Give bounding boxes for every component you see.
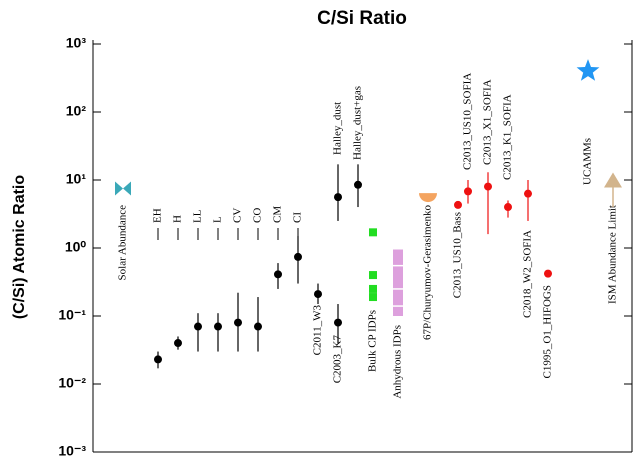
point bbox=[484, 182, 492, 191]
y-tick-label: 10¹ bbox=[66, 171, 87, 187]
y-axis-label: (C/Si) Atomic Ratio bbox=[11, 175, 28, 320]
range-bar bbox=[393, 249, 403, 316]
point-label: UCAMMs bbox=[582, 138, 594, 185]
point bbox=[369, 293, 377, 302]
point-label: Anhydrous IDPs bbox=[392, 325, 404, 399]
y-tick-label: 10⁻² bbox=[58, 375, 86, 391]
point bbox=[194, 322, 202, 331]
point bbox=[314, 290, 322, 299]
point-label: Solar Abundance bbox=[117, 205, 129, 281]
point bbox=[544, 269, 552, 278]
point bbox=[254, 322, 262, 331]
y-tick-label: 10⁻³ bbox=[58, 443, 86, 459]
point bbox=[154, 355, 162, 364]
point bbox=[369, 228, 377, 237]
point-label: C2013_US10_SOFIA bbox=[462, 73, 474, 170]
point-label: CO bbox=[252, 208, 264, 223]
point bbox=[576, 59, 600, 81]
point bbox=[174, 339, 182, 348]
point bbox=[604, 172, 622, 188]
point bbox=[369, 271, 377, 280]
point bbox=[454, 200, 462, 209]
point-label: H bbox=[172, 215, 184, 223]
point-label: CI bbox=[292, 212, 304, 223]
point-label: CM bbox=[272, 206, 284, 223]
point bbox=[369, 284, 377, 293]
y-tick-label: 10⁻¹ bbox=[58, 307, 86, 323]
y-tick-label: 10³ bbox=[66, 35, 87, 51]
point-label: C2011_W3 bbox=[312, 305, 324, 356]
y-tick-label: 10² bbox=[66, 103, 87, 119]
point-label: C2003_K7 bbox=[332, 335, 344, 384]
point bbox=[115, 181, 131, 196]
point bbox=[274, 270, 282, 279]
point bbox=[214, 322, 222, 331]
point-label: LL bbox=[192, 209, 204, 223]
point-label: C2013_K1_SOFIA bbox=[502, 94, 514, 180]
chart-title: C/Si Ratio bbox=[317, 8, 407, 29]
point-label: C2013_X1_SOFIA bbox=[482, 79, 494, 165]
point bbox=[464, 187, 472, 196]
point-label: C2013_US10_Bass bbox=[452, 212, 464, 298]
point-label: Halley_dust bbox=[332, 102, 344, 155]
point-label: EH bbox=[152, 208, 164, 223]
point bbox=[504, 203, 512, 212]
y-tick-label: 10⁰ bbox=[65, 239, 87, 255]
point bbox=[294, 252, 302, 261]
point bbox=[419, 193, 437, 203]
point-label: CV bbox=[232, 208, 244, 223]
point-label: C1995_O1_HIFOGS bbox=[542, 285, 554, 379]
point bbox=[354, 180, 362, 189]
point-label: L bbox=[212, 216, 224, 223]
point bbox=[334, 193, 342, 202]
point-label: Halley_dust+gas bbox=[352, 86, 364, 160]
point bbox=[524, 189, 532, 198]
point-label: Bulk CP IDPs bbox=[367, 310, 379, 372]
point bbox=[334, 318, 342, 327]
point bbox=[234, 318, 242, 327]
point-label: C2018_W2_SOFIA bbox=[522, 230, 534, 318]
point-label: ISM Abundance Limit bbox=[607, 205, 619, 304]
point-label: 67P/Churyumov-Gerasimenko bbox=[422, 205, 434, 341]
